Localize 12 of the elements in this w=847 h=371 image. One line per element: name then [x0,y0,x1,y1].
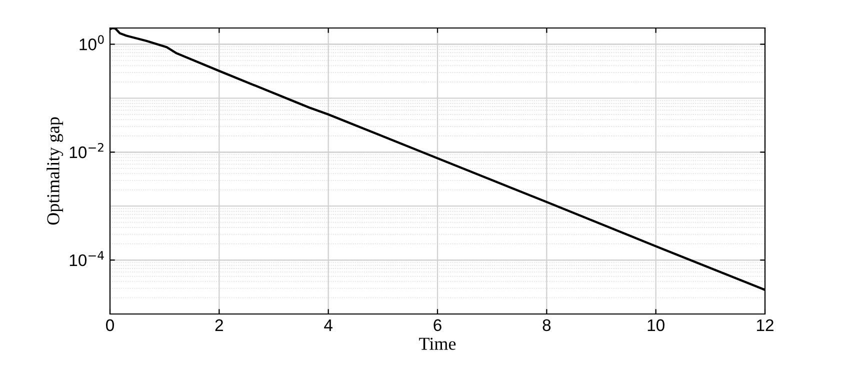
x-tick-label: 6 [434,319,442,332]
y-tick-label: 10$^{0}$ [80,35,104,50]
x-tick-label: 4 [324,319,332,331]
x-tick-label: 8 [542,319,551,332]
x-tick-label: 2 [215,319,223,331]
x-axis-title: Time [419,338,456,350]
y-axis-title: Optimality gap [46,117,64,225]
x-tick-label: 12 [757,319,774,331]
x-tick-label: 0 [106,319,114,332]
y-tick-label: 10$^{−4}$ [70,251,104,266]
y-tick-label: 10$^{−2}$ [70,143,104,158]
x-tick-label: 10 [648,319,664,332]
